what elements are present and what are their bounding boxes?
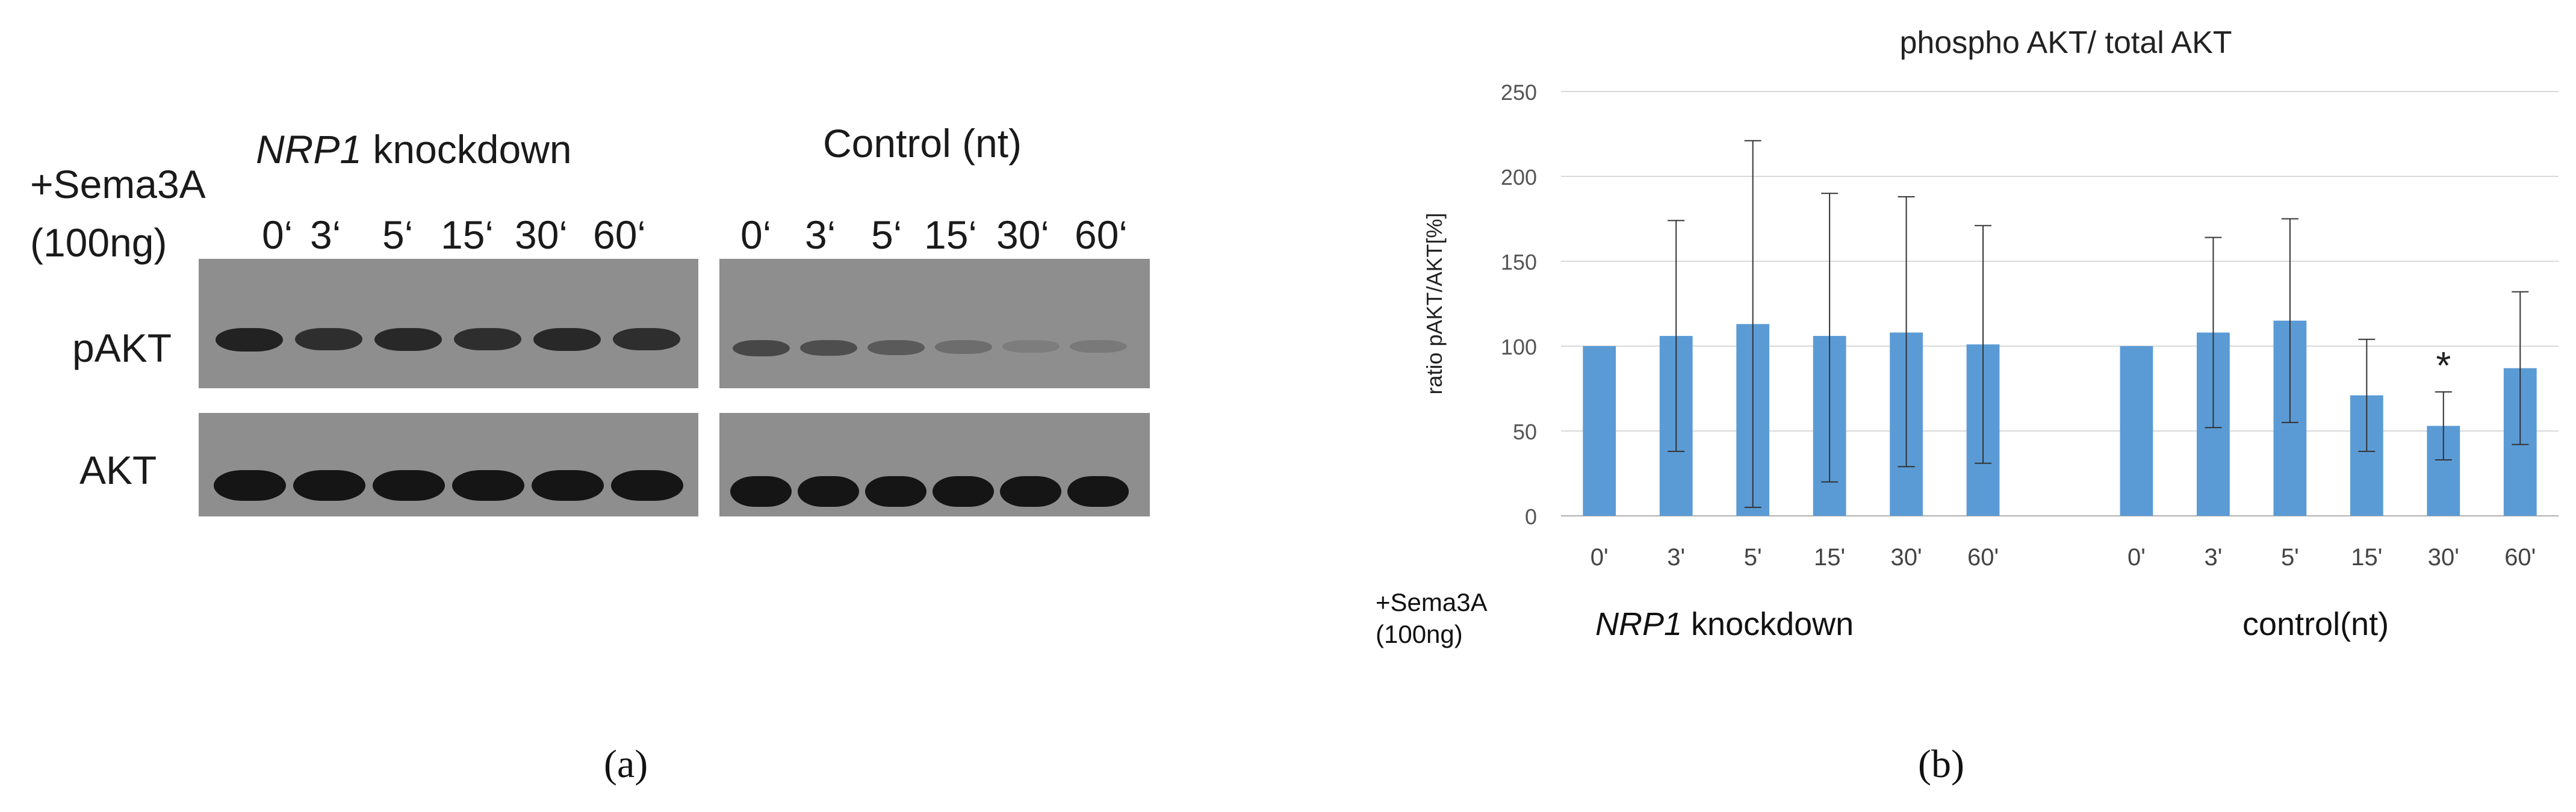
caption-b: (b) [1918,742,1964,786]
lane-label: 5‘ [382,212,414,257]
blot-band [865,476,926,507]
blot-band [532,470,604,501]
x-tick-label: 0' [1591,544,1609,571]
x-tick-label: 15' [1814,544,1845,571]
lane-label: 60‘ [593,212,647,257]
y-tick-label: 150 [1501,250,1537,274]
chart-treatment-line2: (100ng) [1376,620,1463,648]
lane-label: 60‘ [1075,212,1128,257]
blot-band [452,470,524,501]
chart-title: phospho AKT/ total AKT [1899,25,2232,60]
significance-annotation: * [2436,344,2451,387]
treatment-label-line2: (100ng) [30,220,167,265]
lane-label: 5‘ [871,212,902,257]
blot-band [1070,340,1127,353]
blot-band [935,340,992,354]
lane-label: 3‘ [805,212,836,257]
blot-band [867,340,925,355]
y-tick-label: 0 [1525,504,1537,529]
group-label-knockdown: NRP1 knockdown [256,126,572,172]
blot-band [216,328,283,352]
blot-band [295,328,362,351]
x-tick-label: 15' [2351,544,2382,571]
x-tick-label: 3' [2204,544,2222,571]
chart-group-knockdown: NRP1 knockdown [1595,606,1854,643]
row-label-akt: AKT [79,448,157,492]
x-tick-label: 30' [1891,544,1922,571]
blot-band [374,328,442,352]
blot-band [1002,340,1060,353]
group-label-control: Control (nt) [823,121,1022,166]
y-tick-label: 200 [1501,165,1537,190]
blot-pakt-knockdown [199,259,698,388]
chart-group-control: control(nt) [2242,606,2389,642]
chart-treatment-line1: +Sema3A [1376,588,1488,616]
blot-band [214,470,286,501]
lane-label: 30‘ [515,212,568,257]
lane-label: 30‘ [996,212,1050,257]
lane-label: 0‘ [740,212,772,257]
blot-akt-control [719,413,1150,516]
blot-band [1067,476,1129,507]
blot-band [293,470,365,501]
lane-label: 3‘ [310,212,341,257]
blot-band [798,476,859,507]
x-tick-label: 60' [2504,544,2536,571]
x-tick-label: 3' [1667,544,1685,571]
blot-band [373,470,445,501]
blot-pakt-control [719,259,1150,388]
y-tick-label: 250 [1501,80,1537,105]
lane-label: 15‘ [441,212,494,257]
y-tick-label: 50 [1513,420,1537,444]
blot-band [730,476,792,507]
blot-band [454,328,521,351]
group-suffix: knockdown [362,127,572,172]
y-axis-label: ratio pAKT/AKT[%] [1422,212,1447,394]
blot-band [733,340,790,357]
bar [2120,346,2153,516]
x-tick-label: 5' [1744,544,1762,571]
row-label-pakt: pAKT [72,326,172,370]
blot-akt-knockdown [199,413,698,516]
x-tick-label: 60' [1967,544,1999,571]
bar [1583,346,1616,516]
x-tick-label: 5' [2281,544,2299,571]
blot-band [933,476,994,507]
blot-band [1000,476,1061,507]
lane-label: 15‘ [924,212,978,257]
x-tick-label: 0' [2128,544,2146,571]
blot-band [533,328,601,352]
blot-band [611,470,683,501]
x-tick-label: 30' [2428,544,2459,571]
treatment-label-line1: +Sema3A [30,162,206,206]
blot-band [613,328,680,351]
chart-gene-name: NRP1 [1595,606,1683,642]
caption-a: (a) [604,742,648,786]
bar-chart: phospho AKT/ total AKT 0 50 100 150 200 250 rat… [1422,25,2559,571]
lane-label: 0‘ [262,212,293,257]
blot-band [800,340,857,356]
chart-group-suffix: knockdown [1682,606,1854,642]
y-tick-label: 100 [1501,335,1537,359]
gene-name: NRP1 [256,127,362,172]
